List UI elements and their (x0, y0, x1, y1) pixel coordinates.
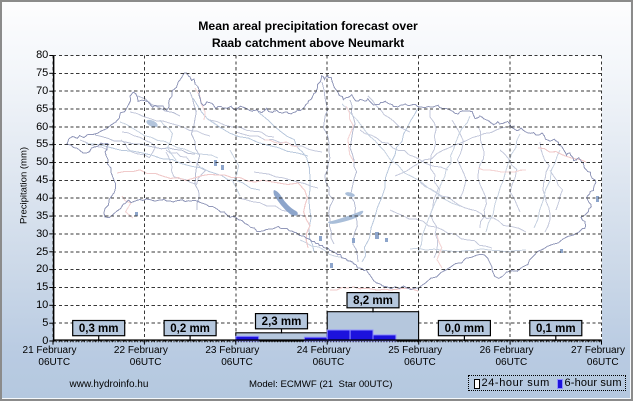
svg-text:2,3 mm: 2,3 mm (262, 316, 302, 328)
svg-text:0,3 mm: 0,3 mm (79, 323, 119, 335)
svg-text:0,2 mm: 0,2 mm (170, 323, 210, 335)
svg-text:0,1 mm: 0,1 mm (536, 323, 576, 335)
svg-text:8,2 mm: 8,2 mm (353, 295, 393, 307)
svg-text:0,0 mm: 0,0 mm (445, 323, 485, 335)
